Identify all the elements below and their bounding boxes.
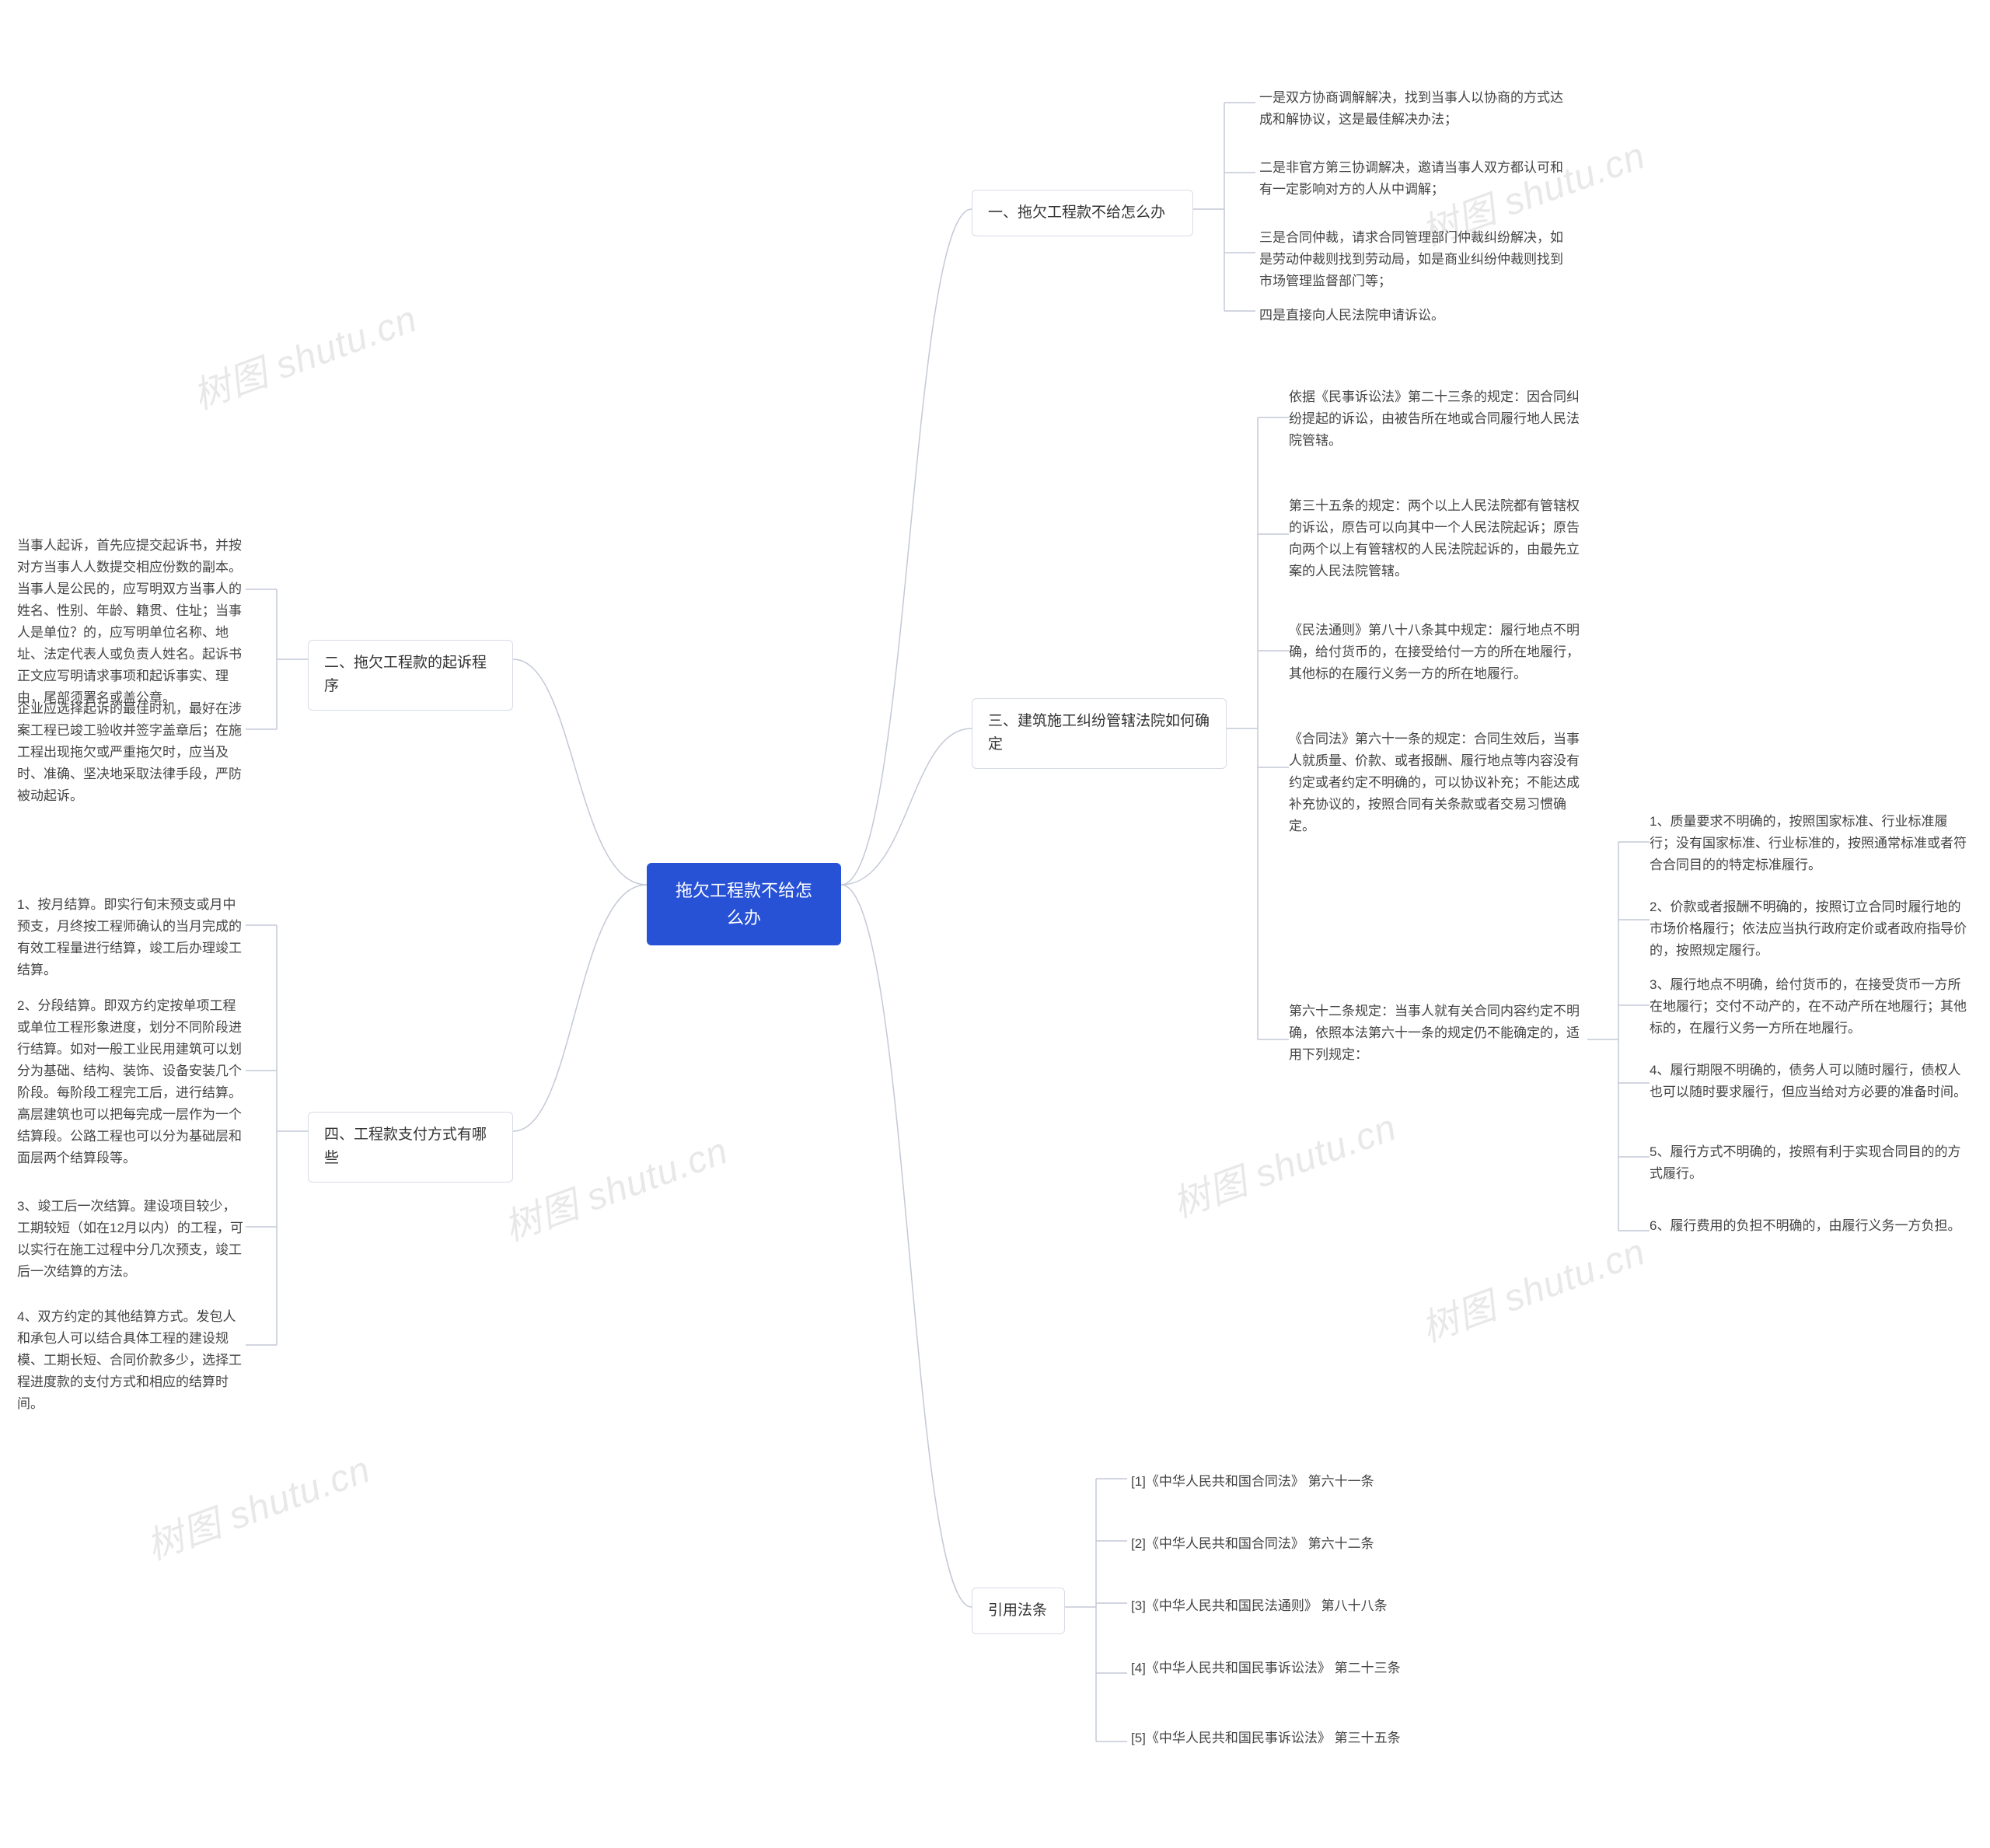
root-node: 拖欠工程款不给怎么办 <box>647 863 841 945</box>
leaf-s1-1: 二是非官方第三协调解决，邀请当事人双方都认可和有一定影响对方的人从中调解； <box>1259 157 1570 201</box>
watermark: 树图 shutu.cn <box>184 288 424 420</box>
leaf-s3-sub-0: 1、质量要求不明确的，按照国家标准、行业标准履行；没有国家标准、行业标准的，按照… <box>1650 811 1968 876</box>
mindmap-container: 树图 shutu.cn 树图 shutu.cn 树图 shutu.cn 树图 s… <box>0 0 1990 1848</box>
leaf-s3-3: 《合同法》第六十一条的规定：合同生效后，当事人就质量、价款、或者报酬、履行地点等… <box>1289 728 1590 837</box>
leaf-s1-3: 四是直接向人民法院申请诉讼。 <box>1259 305 1570 327</box>
leaf-s4-3: 4、双方约定的其他结算方式。发包人和承包人可以结合具体工程的建设规模、工期长短、… <box>17 1306 246 1415</box>
branch-section-5: 引用法条 <box>972 1588 1065 1634</box>
branch-section-2: 二、拖欠工程款的起诉程序 <box>308 640 513 711</box>
leaf-s4-0: 1、按月结算。即实行旬末预支或月中预支，月终按工程师确认的当月完成的有效工程量进… <box>17 894 246 981</box>
leaf-s3-sub-2: 3、履行地点不明确，给付货币的，在接受货币一方所在地履行；交付不动产的，在不动产… <box>1650 974 1968 1039</box>
leaf-s5-3: [4]《中华人民共和国民事诉讼法》 第二十三条 <box>1131 1658 1434 1679</box>
leaf-s3-sub-4: 5、履行方式不明确的，按照有利于实现合同目的的方式履行。 <box>1650 1141 1968 1185</box>
leaf-s1-0: 一是双方协商调解解决，找到当事人以协商的方式达成和解协议，这是最佳解决办法； <box>1259 87 1570 131</box>
leaf-s3-sub-3: 4、履行期限不明确的，债务人可以随时履行，债权人也可以随时要求履行，但应当给对方… <box>1650 1060 1968 1103</box>
branch-section-4: 四、工程款支付方式有哪些 <box>308 1112 513 1183</box>
branch-s3-sub: 第六十二条规定：当事人就有关合同内容约定不明确，依照本法第六十一条的规定仍不能确… <box>1289 1001 1590 1066</box>
leaf-s2-0: 当事人起诉，首先应提交起诉书，并按对方当事人人数提交相应份数的副本。当事人是公民… <box>17 535 246 709</box>
leaf-s5-4: [5]《中华人民共和国民事诉讼法》 第三十五条 <box>1131 1727 1434 1749</box>
leaf-s5-2: [3]《中华人民共和国民法通则》 第八十八条 <box>1131 1595 1434 1617</box>
leaf-s3-sub-5: 6、履行费用的负担不明确的，由履行义务一方负担。 <box>1650 1215 1968 1237</box>
leaf-s1-2: 三是合同仲裁，请求合同管理部门仲裁纠纷解决，如是劳动仲裁则找到劳动局，如是商业纠… <box>1259 227 1570 292</box>
leaf-s3-2: 《民法通则》第八十八条其中规定：履行地点不明确，给付货币的，在接受给付一方的所在… <box>1289 620 1590 685</box>
leaf-s5-1: [2]《中华人民共和国合同法》 第六十二条 <box>1131 1533 1434 1555</box>
leaf-s5-0: [1]《中华人民共和国合同法》 第六十一条 <box>1131 1471 1434 1493</box>
watermark: 树图 shutu.cn <box>1164 1097 1403 1228</box>
leaf-s4-1: 2、分段结算。即双方约定按单项工程或单位工程形象进度，划分不同阶段进行结算。如对… <box>17 995 246 1169</box>
branch-section-1: 一、拖欠工程款不给怎么办 <box>972 190 1193 236</box>
watermark: 树图 shutu.cn <box>138 1439 377 1570</box>
leaf-s3-sub-1: 2、价款或者报酬不明确的，按照订立合同时履行地的市场价格履行；依法应当执行政府定… <box>1650 896 1968 962</box>
leaf-s2-1: 企业应选择起诉的最佳时机，最好在涉案工程已竣工验收并签字盖章后；在施工程出现拖欠… <box>17 698 246 807</box>
branch-section-3: 三、建筑施工纠纷管辖法院如何确定 <box>972 698 1227 769</box>
leaf-s4-2: 3、竣工后一次结算。建设项目较少，工期较短（如在12月以内）的工程，可以实行在施… <box>17 1196 246 1283</box>
leaf-s3-1: 第三十五条的规定：两个以上人民法院都有管辖权的诉讼，原告可以向其中一个人民法院起… <box>1289 495 1590 582</box>
leaf-s3-0: 依据《民事诉讼法》第二十三条的规定：因合同纠纷提起的诉讼，由被告所在地或合同履行… <box>1289 386 1590 452</box>
watermark: 树图 shutu.cn <box>495 1120 735 1252</box>
watermark: 树图 shutu.cn <box>1412 1221 1652 1353</box>
